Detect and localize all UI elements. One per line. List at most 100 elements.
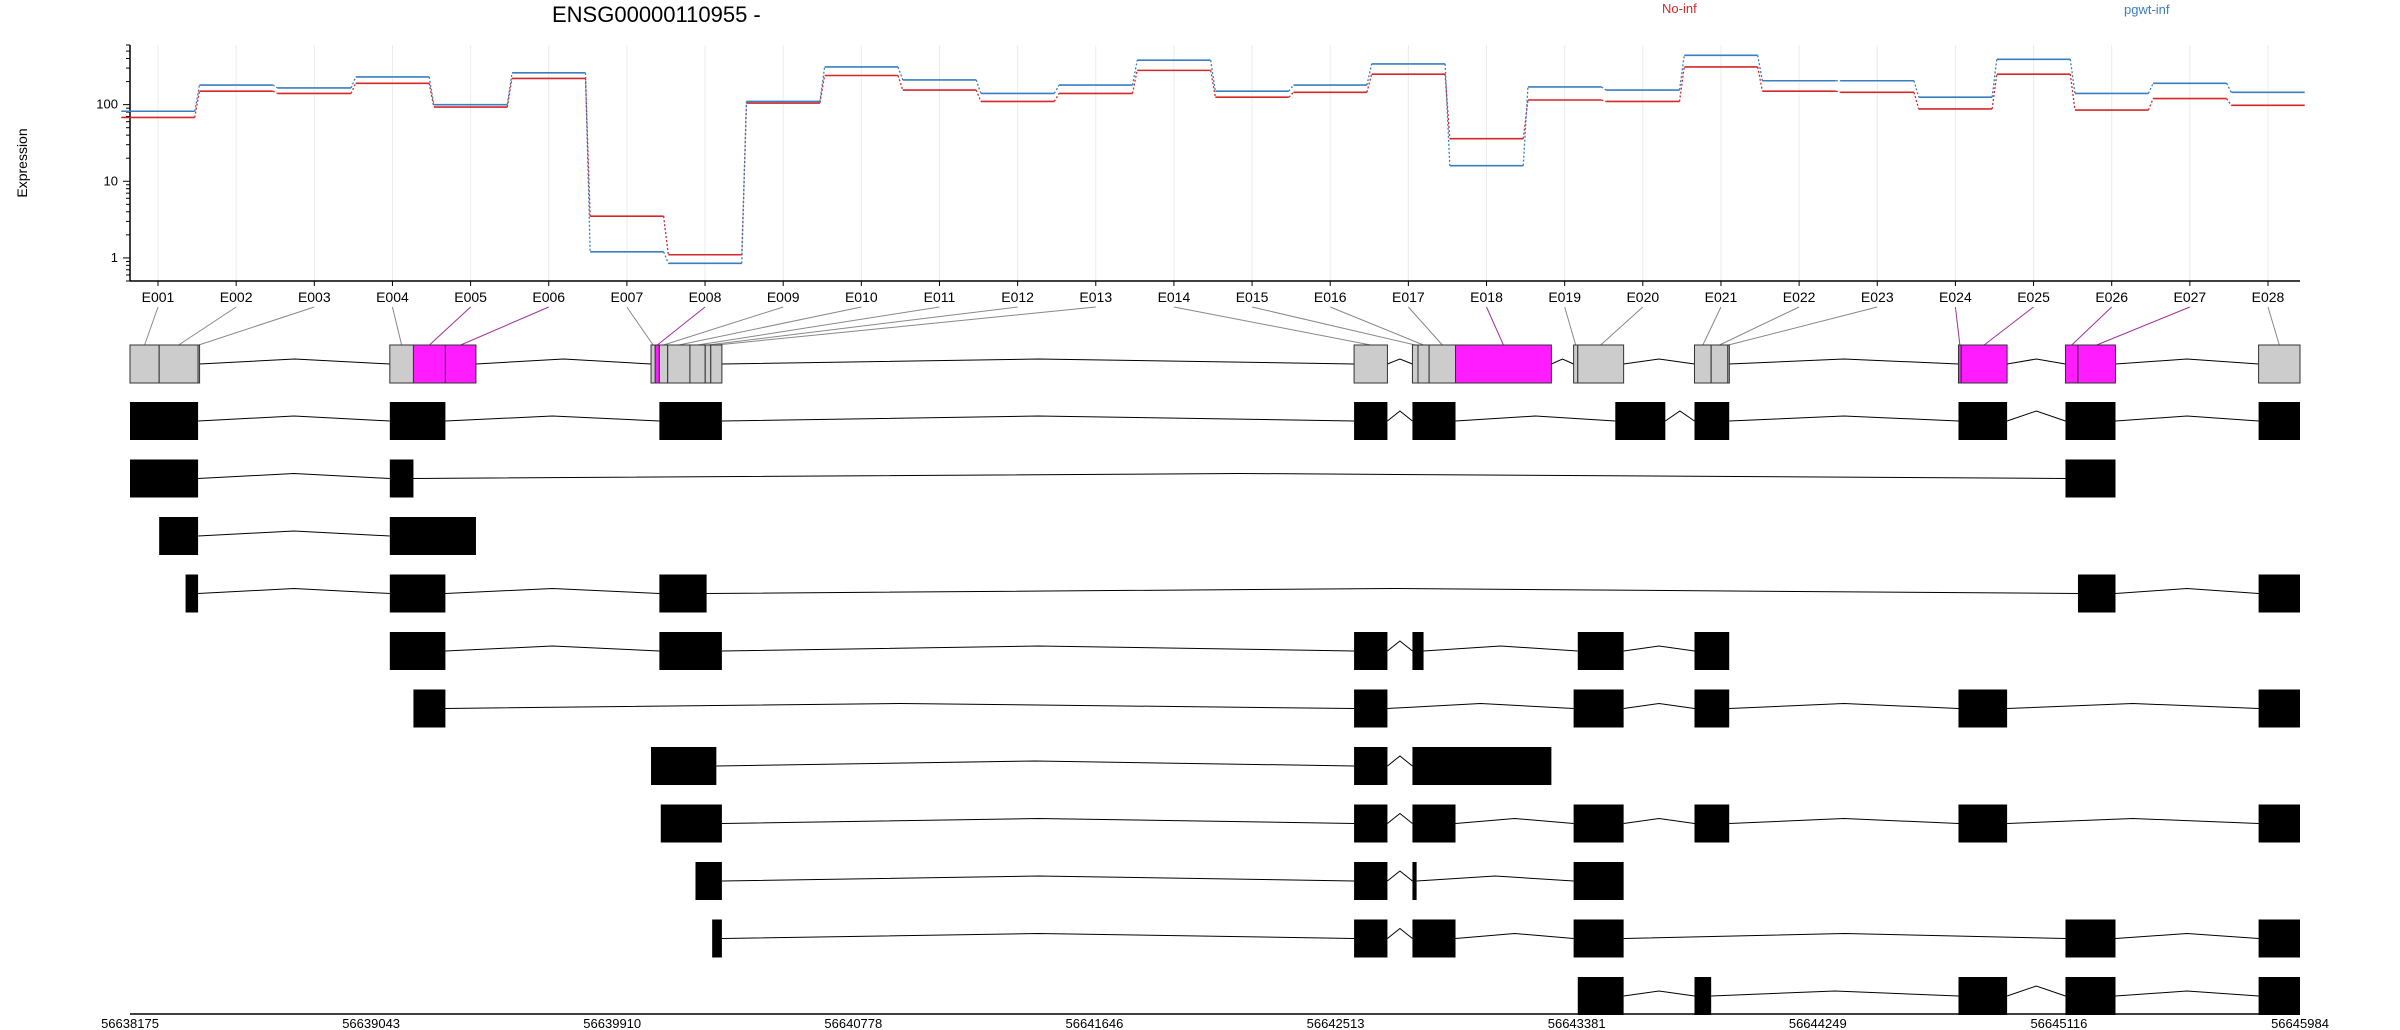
intron-line (2115, 358, 2259, 365)
transcript-exon (2258, 689, 2300, 728)
coordinate-label: 56639043 (342, 1016, 400, 1030)
transcript-intron (2006, 985, 2066, 997)
exon-label-E013: E013 (1079, 289, 1112, 305)
transcript-intron (1711, 990, 1959, 997)
exon-label-E014: E014 (1158, 289, 1191, 305)
transcript-track (159, 517, 476, 555)
transcript-track (389, 632, 1730, 670)
transcript-intron (1455, 817, 1574, 824)
transcript-exon (1412, 862, 1417, 900)
step-connector (1288, 84, 1295, 92)
transcript-intron (2115, 990, 2259, 997)
intron-line (1387, 358, 1413, 365)
transcript-exon (1958, 977, 2008, 1015)
connector-E023 (1728, 306, 1878, 346)
connector-E012 (707, 306, 1018, 346)
connector-E021 (1702, 306, 1722, 346)
y-tick-label: 10 (104, 173, 118, 188)
series-No-inf (121, 66, 2305, 256)
step-connector (506, 72, 513, 105)
exon-bin-E020 (1577, 344, 1625, 384)
transcript-exon (2065, 459, 2116, 498)
connector-E001 (144, 306, 159, 346)
transcript-exon (659, 402, 722, 440)
transcript-intron (1665, 410, 1695, 422)
transcript-exon (389, 632, 446, 670)
connector-E008 (656, 306, 706, 346)
transcript-exon (1354, 689, 1388, 728)
transcript-intron (1387, 755, 1413, 767)
connector-E004 (391, 306, 403, 346)
step-connector (1913, 80, 1920, 98)
transcript-exon (695, 862, 722, 900)
step-connector (741, 101, 748, 264)
transcript-exon (1412, 919, 1456, 958)
transcript-exon (659, 574, 707, 613)
transcript-intron (198, 472, 390, 479)
transcript-exon (185, 574, 199, 613)
coordinate-label: 56639910 (583, 1016, 641, 1030)
transcript-exon (2258, 919, 2300, 958)
transcript-intron (721, 817, 1355, 824)
exon-label-E001: E001 (142, 289, 175, 305)
exon-bin-E002 (158, 344, 199, 384)
exon-bin-E023 (1727, 344, 1730, 384)
exon-bin-E004 (389, 344, 414, 384)
step-connector (1678, 66, 1685, 102)
vertical-gridlines (157, 45, 2269, 281)
connector-E003 (198, 306, 315, 346)
exon-label-E025: E025 (2017, 289, 2050, 305)
step-connector (2226, 98, 2232, 106)
exon-bin-E026 (2064, 344, 2079, 384)
step-connector (2147, 98, 2154, 111)
exon-label-E016: E016 (1314, 289, 1347, 305)
transcript-track (130, 459, 2116, 498)
step-connector (1210, 70, 1216, 98)
exon-label-E002: E002 (220, 289, 253, 305)
connector-E019 (1564, 306, 1577, 346)
step-connector (1053, 84, 1060, 94)
transcript-intron (721, 645, 1355, 652)
transcript-exon (1694, 402, 1730, 440)
transcript-track (695, 862, 1624, 900)
transcript-intron (1623, 932, 2066, 939)
exon-label-E012: E012 (1001, 289, 1034, 305)
transcript-intron (721, 932, 1355, 939)
gene-model (129, 344, 2301, 384)
transcript-exon (1354, 402, 1388, 440)
step-connector (1131, 70, 1138, 94)
transcript-intron (2115, 932, 2259, 939)
transcript-intron (1387, 640, 1413, 652)
step-connector (584, 72, 591, 252)
step-connector (1601, 99, 1607, 103)
step-connector (1131, 60, 1138, 86)
step-connector (1913, 92, 1920, 110)
exon-label-E019: E019 (1548, 289, 1581, 305)
exon-label-E009: E009 (767, 289, 800, 305)
transcript-exon (2077, 574, 2116, 613)
step-connector (897, 66, 904, 81)
transcript-exon (2065, 977, 2116, 1015)
connector-E007 (626, 306, 654, 346)
coordinate-label: 56640778 (824, 1016, 882, 1030)
transcript-intron (2007, 702, 2259, 709)
connector-E006 (460, 306, 549, 346)
transcript-exon (1577, 977, 1624, 1015)
exon-label-E021: E021 (1705, 289, 1738, 305)
transcript-intron (1416, 875, 1574, 882)
transcript-exon (1573, 689, 1624, 728)
step-connector (1835, 90, 1841, 93)
connector-E015 (1251, 306, 1416, 346)
transcript-intron (2115, 587, 2259, 594)
exon-bin-E021 (1693, 344, 1712, 384)
step-connector (584, 78, 591, 217)
y-tick-label: 100 (96, 97, 118, 112)
transcript-intron (2007, 817, 2259, 824)
transcript-exon (1694, 632, 1730, 670)
transcript-exon (1573, 804, 1624, 843)
transcript-exon (1577, 632, 1624, 670)
step-connector (1366, 63, 1373, 86)
transcript-exon (660, 804, 722, 843)
transcript-intron (1387, 870, 1413, 882)
exon-label-E027: E027 (2174, 289, 2207, 305)
